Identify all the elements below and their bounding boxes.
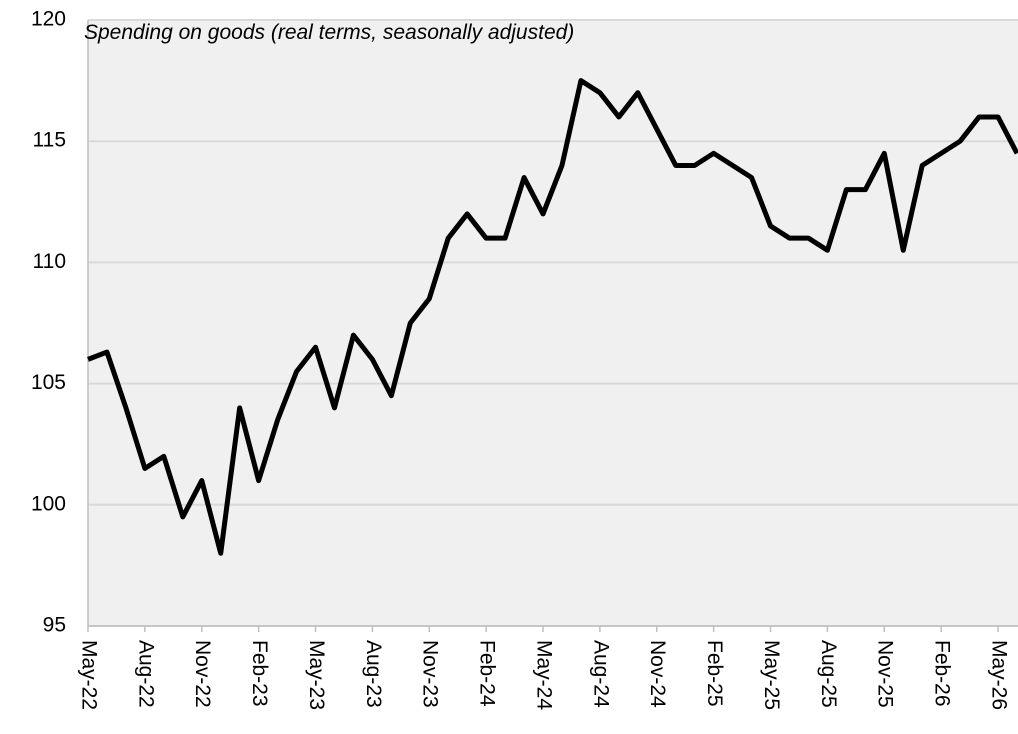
x-tick-label: Aug-23: [362, 640, 385, 708]
x-tick-label: Aug-25: [817, 640, 840, 708]
x-tick-label: May-22: [77, 640, 100, 710]
x-tick-label: May-26: [987, 640, 1010, 710]
chart-title: Spending on goods (real terms, seasonall…: [84, 21, 575, 44]
x-tick-label: Feb-26: [931, 640, 954, 707]
y-tick-label: 100: [31, 492, 66, 515]
y-tick-label: 105: [31, 371, 66, 394]
y-tick-label: 120: [31, 8, 66, 31]
x-tick-label: May-23: [305, 640, 328, 710]
x-tick-label: Feb-23: [248, 640, 271, 707]
x-tick-label: Aug-24: [589, 640, 612, 708]
y-tick-label: 115: [33, 129, 66, 152]
x-tick-label: Feb-25: [703, 640, 726, 707]
x-tick-label: May-25: [760, 640, 783, 710]
x-tick-label: May-24: [532, 640, 555, 710]
x-tick-label: Aug-22: [134, 640, 157, 708]
y-tick-label: 110: [33, 250, 66, 273]
data-line: [87, 78, 1018, 556]
plot-area: [88, 20, 1018, 626]
x-tick-label: Nov-22: [191, 640, 214, 708]
x-tick-label: Feb-24: [476, 640, 499, 707]
x-tick-label: Nov-23: [419, 640, 442, 708]
x-tick-label: Nov-24: [646, 640, 669, 708]
y-tick-label: 95: [43, 614, 66, 637]
x-tick-label: Nov-25: [874, 640, 897, 708]
